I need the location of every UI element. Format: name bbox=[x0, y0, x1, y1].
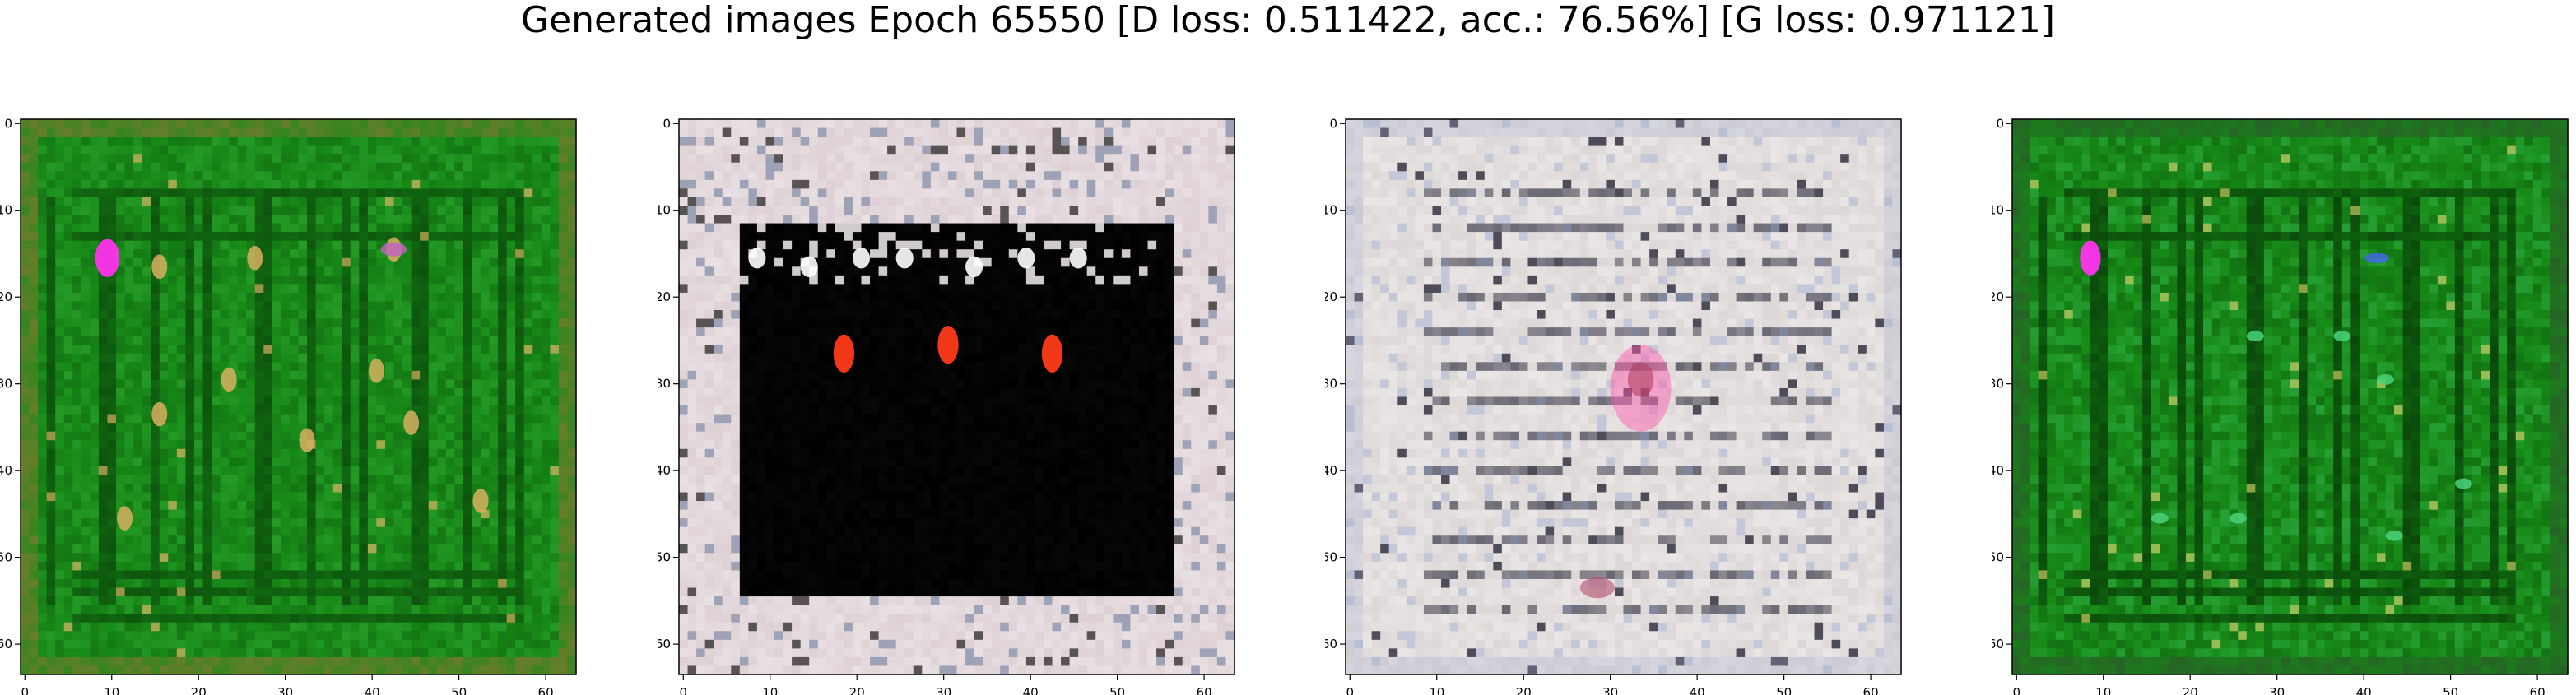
image-pixels bbox=[1346, 119, 1902, 675]
x-tick-label: 10 bbox=[2095, 685, 2111, 695]
x-tick-label: 0 bbox=[21, 685, 30, 695]
x-tick-label: 40 bbox=[2356, 685, 2372, 695]
y-tick-label: 20 bbox=[658, 290, 671, 304]
generated-image-panel-3: 0 10 20 30 40 50 60 0 10 20 30 40 50 60 bbox=[1325, 116, 1902, 695]
image-highlights bbox=[95, 237, 489, 531]
x-tick-label: 40 bbox=[1023, 685, 1039, 695]
image-highlights bbox=[2080, 240, 2472, 541]
y-tick-label: 20 bbox=[0, 290, 12, 304]
generated-image-panel-4: 0 10 20 30 40 50 60 0 10 20 30 40 50 60 bbox=[1992, 116, 2569, 695]
image-pixels bbox=[2012, 119, 2569, 675]
y-tick-label: 40 bbox=[1992, 463, 2004, 478]
axes-frame bbox=[678, 118, 1235, 675]
x-tick-label: 10 bbox=[1429, 685, 1444, 695]
y-tick-label: 60 bbox=[0, 637, 12, 651]
x-tick-label: 60 bbox=[2530, 685, 2546, 695]
x-tick-label: 20 bbox=[849, 685, 865, 695]
x-tick-label: 10 bbox=[104, 685, 119, 695]
x-tick-label: 50 bbox=[1776, 685, 1792, 695]
x-tick-label: 60 bbox=[1863, 685, 1879, 695]
x-tick-label: 20 bbox=[2183, 685, 2198, 695]
y-tick-label: 0 bbox=[4, 116, 12, 131]
y-tick-label: 30 bbox=[1325, 377, 1337, 392]
y-tick-label: 60 bbox=[1992, 637, 2004, 651]
y-tick-label: 20 bbox=[1325, 290, 1337, 304]
y-tick-label: 60 bbox=[1325, 637, 1337, 651]
generated-image-panel-1: 0 10 20 30 40 50 60 0 10 20 30 40 50 60 bbox=[0, 116, 577, 695]
y-tick-label: 10 bbox=[0, 203, 12, 218]
y-tick-label: 40 bbox=[658, 463, 671, 478]
x-tick-label: 10 bbox=[762, 685, 778, 695]
y-tick-label: 40 bbox=[0, 463, 12, 478]
axes-frame bbox=[1345, 118, 1902, 675]
x-tick-label: 30 bbox=[1602, 685, 1618, 695]
image-pixels bbox=[21, 119, 577, 675]
x-tick-label: 20 bbox=[191, 685, 207, 695]
x-tick-label: 30 bbox=[936, 685, 951, 695]
y-tick-label: 50 bbox=[0, 550, 12, 565]
y-tick-label: 0 bbox=[1996, 116, 2004, 131]
y-tick-label: 0 bbox=[1329, 116, 1337, 131]
x-tick-label: 40 bbox=[365, 685, 380, 695]
x-tick-label: 40 bbox=[1690, 685, 1705, 695]
x-tick-label: 30 bbox=[277, 685, 293, 695]
figure-title: Generated images Epoch 65550 [D loss: 0.… bbox=[520, 0, 2056, 41]
axes-frame bbox=[2011, 118, 2569, 675]
y-tick-label: 50 bbox=[658, 550, 671, 565]
y-tick-label: 10 bbox=[1992, 203, 2004, 218]
x-tick-label: 50 bbox=[2443, 685, 2458, 695]
y-tick-label: 0 bbox=[663, 116, 671, 131]
x-tick-label: 50 bbox=[1109, 685, 1125, 695]
image-pixels bbox=[679, 119, 1235, 675]
x-tick-label: 20 bbox=[1516, 685, 1532, 695]
y-tick-label: 40 bbox=[1325, 463, 1337, 478]
y-tick-label: 20 bbox=[1992, 290, 2004, 304]
image-highlights bbox=[748, 248, 1087, 373]
y-tick-label: 50 bbox=[1992, 550, 2004, 565]
x-tick-label: 60 bbox=[1197, 685, 1212, 695]
x-tick-label: 50 bbox=[451, 685, 467, 695]
y-tick-label: 10 bbox=[658, 203, 671, 218]
axes-frame bbox=[20, 118, 577, 675]
x-tick-label: 0 bbox=[680, 685, 688, 695]
y-tick-label: 60 bbox=[658, 637, 671, 651]
y-tick-label: 30 bbox=[0, 377, 12, 392]
y-tick-label: 30 bbox=[1992, 377, 2004, 392]
generated-image-panel-2: 0 10 20 30 40 50 60 0 10 20 30 40 50 60 bbox=[658, 116, 1235, 695]
x-tick-label: 60 bbox=[538, 685, 554, 695]
y-tick-label: 30 bbox=[658, 377, 671, 392]
y-tick-label: 10 bbox=[1325, 203, 1337, 218]
y-tick-label: 50 bbox=[1325, 550, 1337, 565]
image-highlights bbox=[1579, 345, 1672, 599]
x-tick-label: 0 bbox=[1346, 685, 1355, 695]
x-tick-label: 30 bbox=[2269, 685, 2285, 695]
x-tick-label: 0 bbox=[2013, 685, 2021, 695]
